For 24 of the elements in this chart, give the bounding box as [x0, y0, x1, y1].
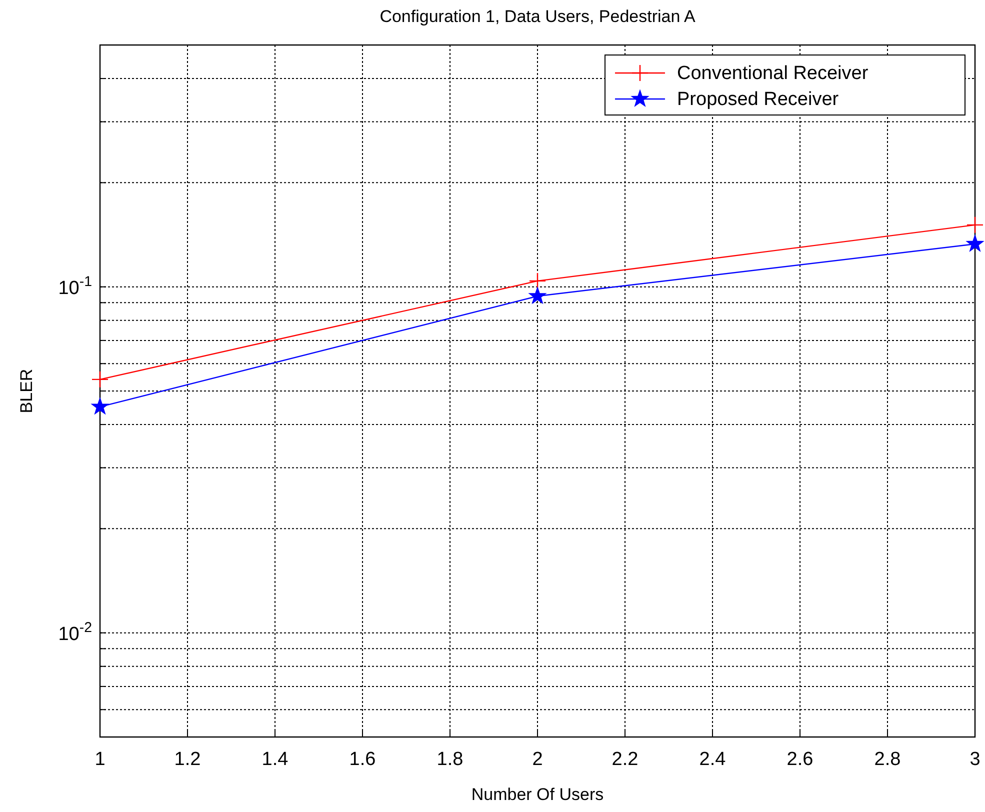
y-tick-label: 10$^{-2}$ [58, 620, 92, 645]
point [528, 272, 546, 290]
point [966, 216, 984, 234]
legend-label: Conventional Receiver [677, 63, 869, 84]
x-tick-label: 2.2 [612, 749, 638, 770]
x-tick-label: 1.2 [174, 749, 201, 770]
y-axis-title: BLER [17, 368, 36, 414]
point [529, 288, 546, 304]
x-tick-label: 1.4 [262, 749, 289, 770]
point [91, 370, 109, 388]
x-tick-label: 2.6 [786, 749, 814, 770]
x-tick-label: 3 [970, 749, 980, 770]
x-tick-label: 2.4 [699, 749, 726, 770]
point [966, 235, 984, 252]
point [92, 398, 108, 414]
x-tick-label: 1 [94, 749, 106, 770]
legend-label: Proposed Receiver [677, 89, 840, 110]
x-tick-label: 2.8 [874, 749, 901, 770]
y-tick-label: 10$^{-1}$ [58, 274, 92, 299]
x-tick-label: 1.8 [436, 749, 464, 770]
x-axis-title: Number Of Users [471, 785, 604, 804]
x-tick-label: 2 [532, 749, 543, 770]
chart-title: Configuration 1, Data Users, Pedestrian A [380, 7, 696, 26]
x-tick-label: 1.6 [349, 749, 376, 770]
